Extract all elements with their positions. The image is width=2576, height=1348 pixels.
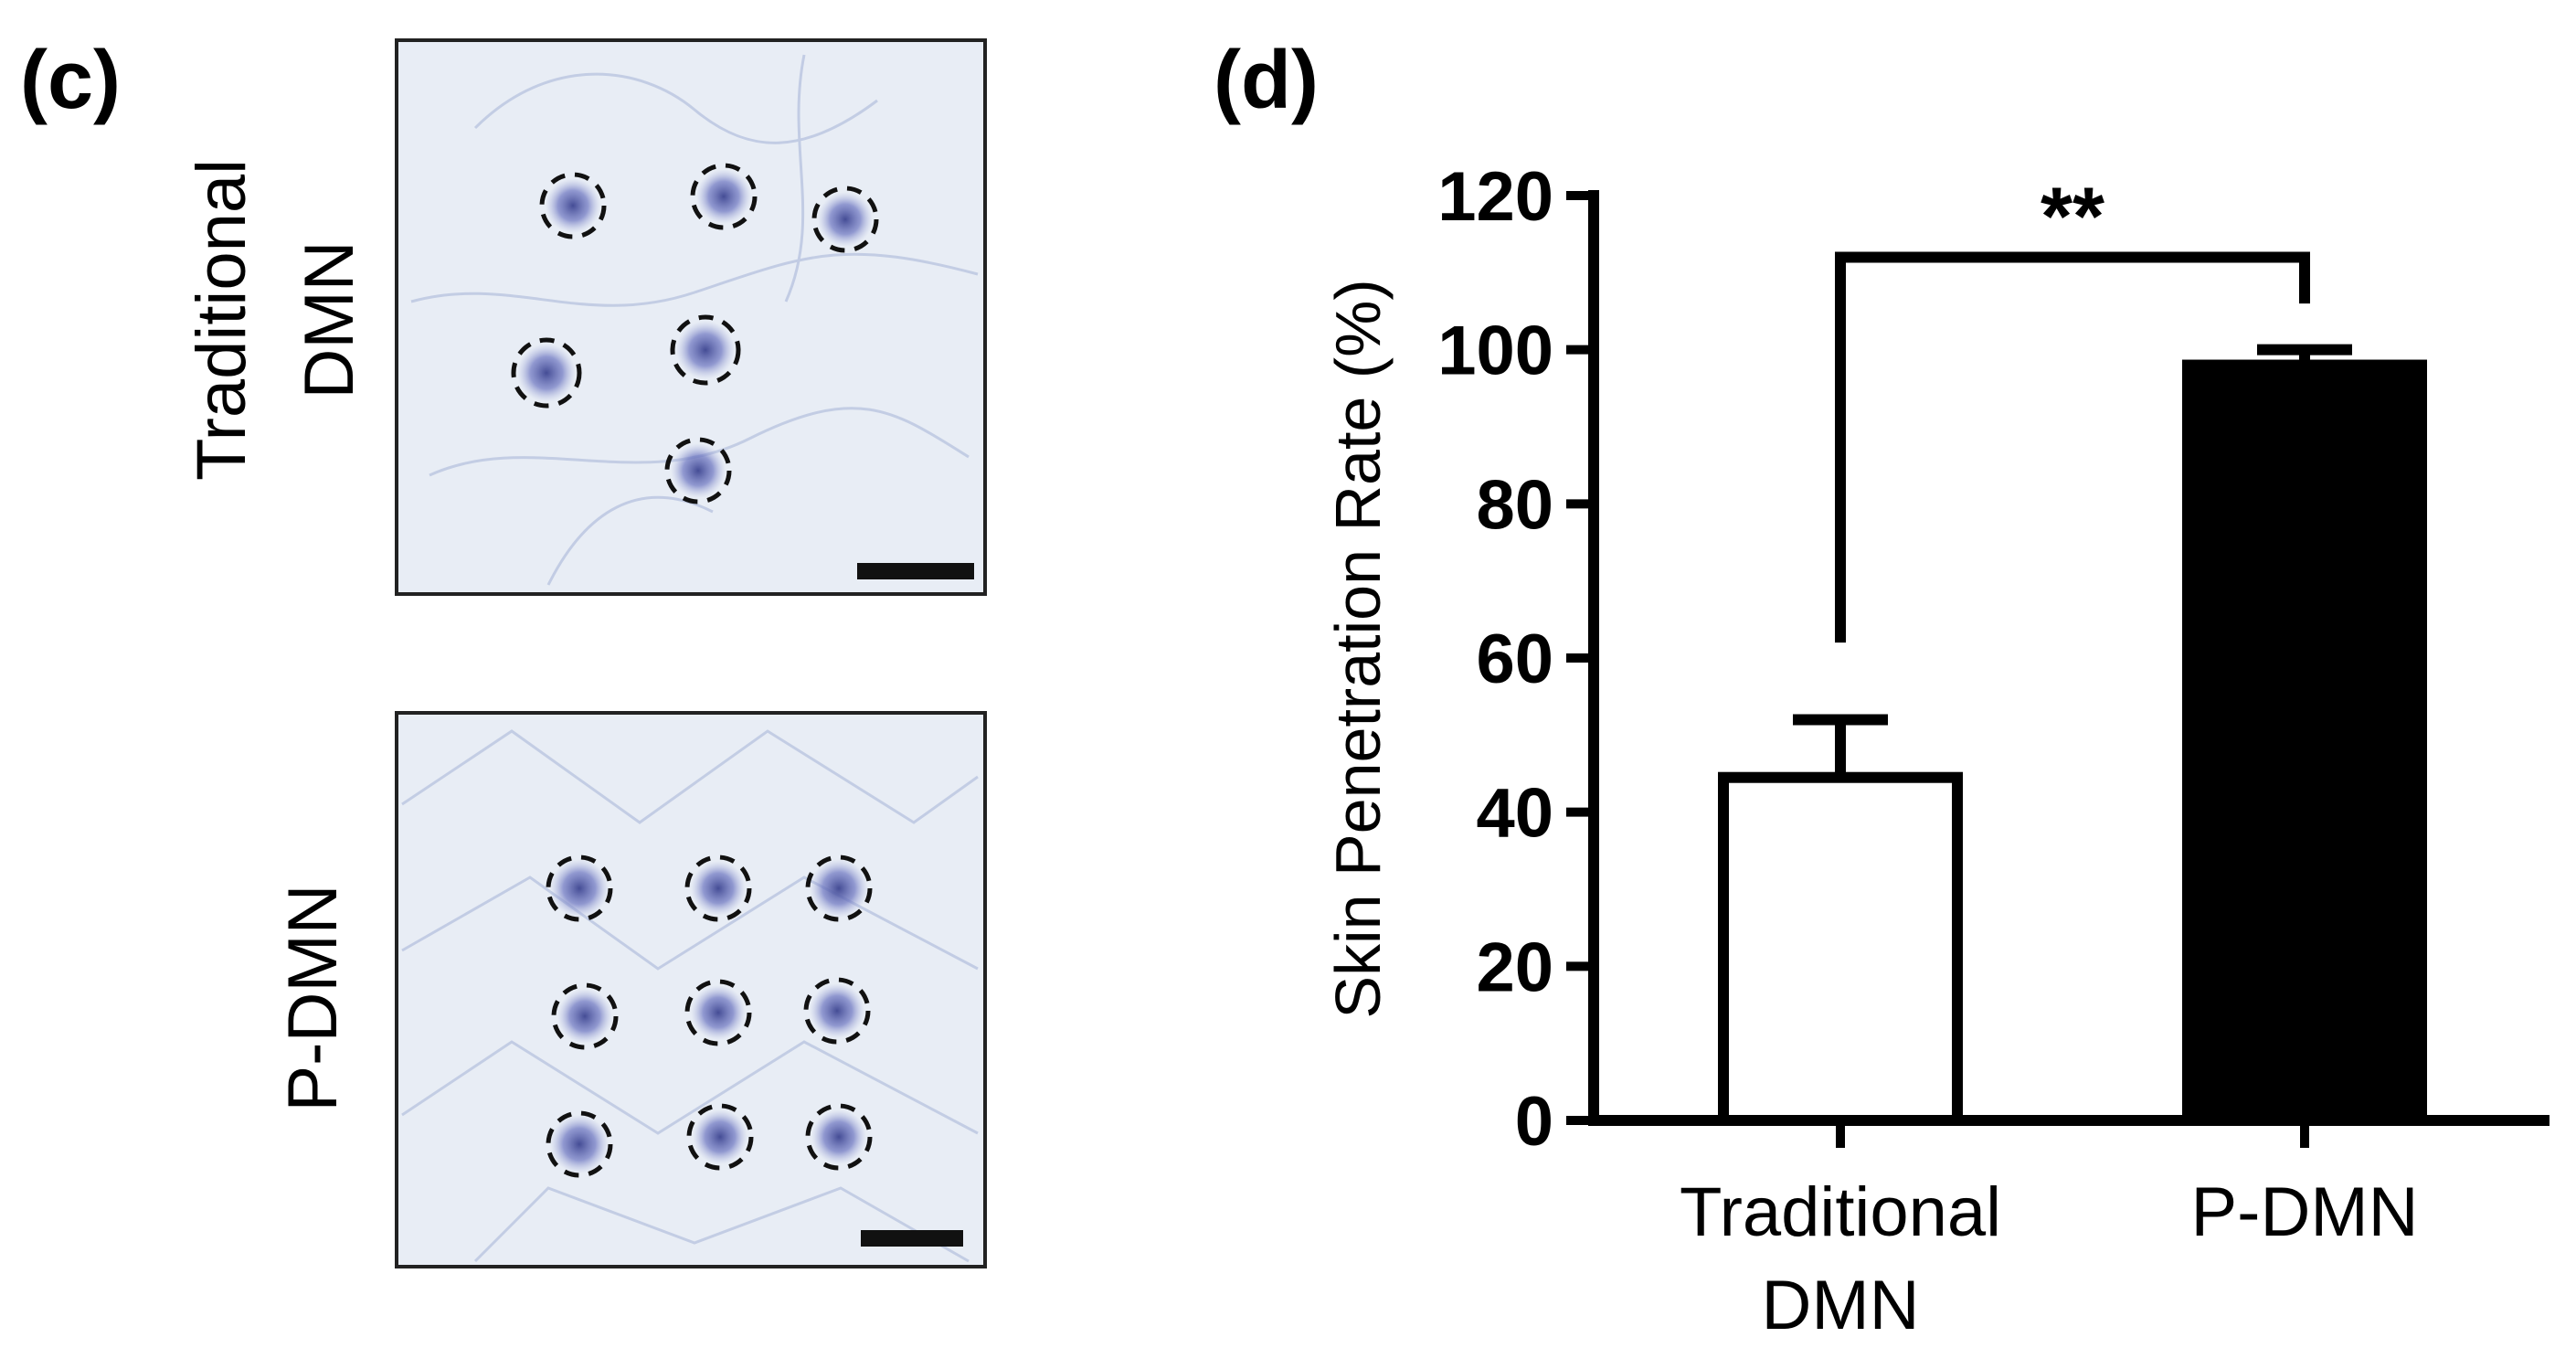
y-tick-label: 60 <box>1476 621 1553 698</box>
y-tick-label: 100 <box>1437 313 1553 390</box>
stain-dot <box>810 859 868 918</box>
dashed-ring <box>551 982 619 1050</box>
x-category-label: Traditional <box>1680 1173 2001 1251</box>
micrograph-traditional-dmn <box>395 38 987 596</box>
stain-dot <box>546 178 600 233</box>
y-tick-label: 20 <box>1476 929 1553 1006</box>
stain-dot <box>517 344 576 402</box>
tissue-texture <box>410 54 979 586</box>
panel-label-c: (c) <box>20 35 121 126</box>
dashed-ring <box>684 854 752 922</box>
stain-dot <box>810 983 864 1038</box>
y-tick-label: 40 <box>1476 775 1553 853</box>
stain-dot <box>550 1115 609 1173</box>
scale-bar <box>857 563 974 579</box>
stain-dot <box>818 192 873 247</box>
micrograph-frame <box>395 38 987 596</box>
svg-text:Traditional: Traditional <box>183 159 260 481</box>
y-tick-label: 0 <box>1515 1083 1553 1161</box>
dashed-ring <box>805 1103 873 1171</box>
svg-text:DMN: DMN <box>291 240 368 398</box>
stain-dot <box>676 321 735 379</box>
dashed-ring <box>546 854 613 922</box>
y-tick-label: 120 <box>1437 158 1553 236</box>
x-category-label: P-DMN <box>2190 1173 2418 1251</box>
stain-dot <box>671 443 726 498</box>
dashed-ring <box>539 172 607 239</box>
row-label-pdmn: P-DMN <box>274 884 352 1111</box>
stain-dot <box>811 1109 866 1164</box>
scale-bar <box>861 1230 963 1247</box>
dashed-ring <box>690 163 758 230</box>
y-tick-label: 80 <box>1476 466 1553 544</box>
stain-dot <box>557 989 612 1044</box>
tissue-texture <box>401 729 979 1263</box>
dashed-ring <box>805 854 873 922</box>
stain-dot <box>696 169 751 224</box>
dashed-ring <box>684 979 752 1046</box>
svg-text:P-DMN: P-DMN <box>274 884 352 1111</box>
bar <box>2182 359 2427 1126</box>
bar-chart: 0 20 40 60 80 100 120 Skin Penetration Rate (%)… <box>1322 158 2549 1344</box>
dashed-ring <box>546 1110 613 1178</box>
row-label-traditional: Traditional DMN <box>183 159 368 481</box>
significance-bracket <box>1835 251 2310 643</box>
dashed-ring <box>686 1103 754 1171</box>
dashed-ring <box>811 186 879 253</box>
stain-dot <box>691 985 746 1040</box>
dashed-ring <box>664 437 732 504</box>
micrograph-frame <box>395 711 987 1268</box>
significance-label: ** <box>2041 171 2104 262</box>
stain-dot <box>693 1109 747 1164</box>
stain-dot <box>550 859 609 918</box>
stain-dot <box>691 861 746 916</box>
stain-dots <box>546 854 873 1178</box>
dashed-ring <box>803 977 871 1045</box>
micrograph-pdmn <box>395 711 987 1268</box>
dashed-ring <box>511 337 582 409</box>
y-axis-label: Skin Penetration Rate (%) <box>1322 279 1394 1018</box>
x-category-label: DMN <box>1761 1267 1919 1344</box>
stain-dots <box>511 163 879 504</box>
dashed-ring <box>670 314 741 386</box>
panel-label-d: (d) <box>1214 35 1319 126</box>
bar <box>1718 771 1963 1126</box>
